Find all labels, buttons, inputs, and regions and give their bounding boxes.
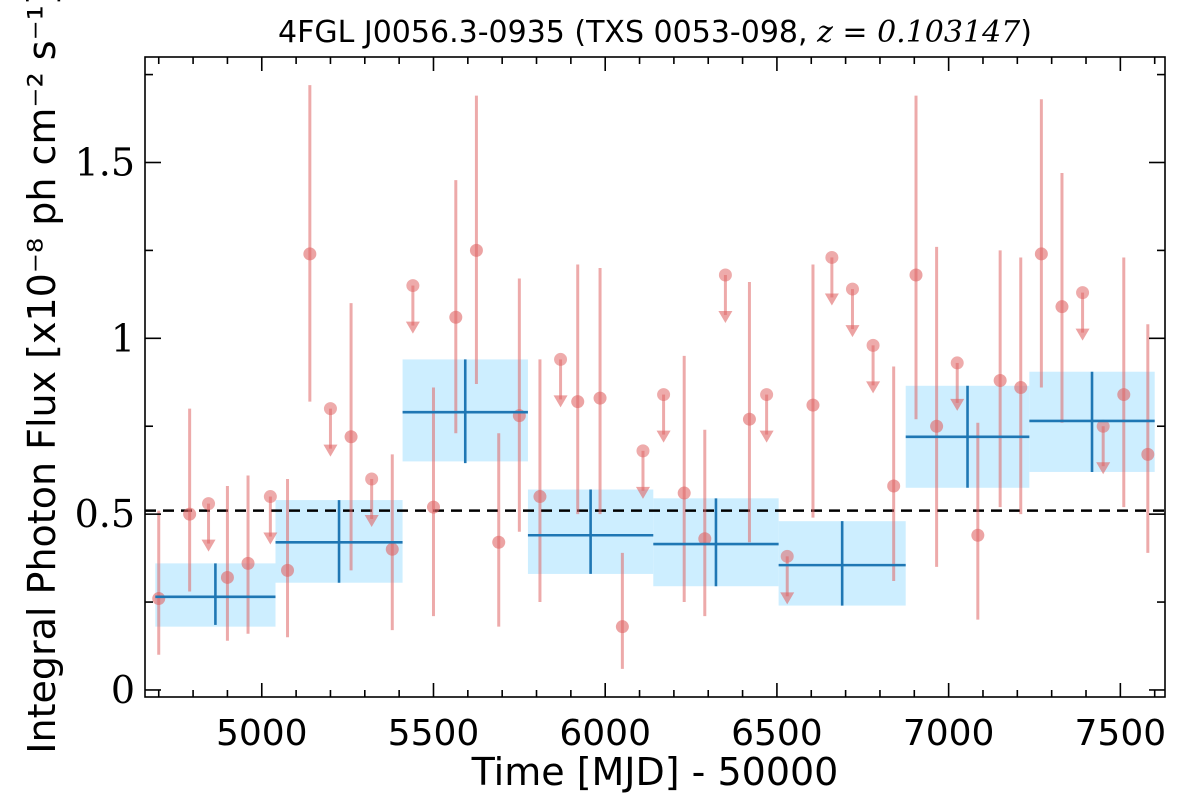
- flux-point: [1117, 388, 1131, 402]
- upper-limit-point: [950, 356, 964, 370]
- upper-limit-arrow: [718, 311, 733, 324]
- upper-limit-point: [365, 472, 379, 486]
- upper-limit-arrow: [759, 430, 774, 443]
- flux-point: [887, 479, 901, 493]
- flux-point: [677, 486, 691, 500]
- plot-frame: [144, 56, 1166, 698]
- x-axis-ticks: 5000 5500 6000 6500 7000 7500: [157, 57, 1167, 754]
- flux-point: [385, 542, 399, 556]
- upper-limit-point: [554, 352, 568, 366]
- x-tick-label: 7500: [1075, 713, 1167, 754]
- flux-point: [993, 374, 1007, 388]
- y-tick-label: 0.5: [75, 492, 135, 536]
- y-tick-label: 1: [111, 316, 135, 360]
- x-tick-label: 7000: [903, 713, 995, 754]
- flux-point: [344, 430, 358, 444]
- flux-point: [971, 528, 985, 542]
- upper-limit-arrow: [553, 395, 568, 408]
- upper-limit-arrow: [323, 444, 338, 457]
- upper-limit-point: [866, 338, 880, 352]
- flux-point: [281, 563, 295, 577]
- upper-limit-point: [1096, 419, 1110, 433]
- upper-limit-arrow: [405, 321, 420, 334]
- x-tick-label: 5000: [216, 713, 308, 754]
- upper-limit-point: [202, 497, 216, 511]
- upper-limit-arrow: [656, 430, 671, 443]
- upper-limits: [201, 250, 1111, 605]
- flux-point: [241, 556, 255, 570]
- upper-limit-arrow: [1096, 462, 1111, 475]
- flux-points: [152, 85, 1155, 669]
- flux-point: [303, 247, 317, 261]
- binned-flux-bands: [155, 359, 1155, 627]
- upper-limit-arrow: [845, 325, 860, 338]
- flux-point: [1055, 300, 1069, 314]
- flux-point: [469, 243, 483, 257]
- flux-point: [492, 535, 506, 549]
- flux-point: [533, 490, 547, 504]
- flux-point: [698, 532, 712, 546]
- flux-point: [615, 620, 629, 634]
- plot-area: [145, 85, 1165, 669]
- upper-limit-arrow: [263, 532, 278, 545]
- x-tick-label: 6000: [559, 713, 651, 754]
- upper-limit-arrow: [635, 486, 650, 499]
- upper-limit-point: [825, 250, 839, 264]
- y-axis-ticks: 0 0.5 1 1.5: [75, 73, 1165, 712]
- flux-point: [806, 398, 820, 412]
- flux-point: [1014, 381, 1028, 395]
- upper-limit-arrow: [950, 398, 965, 411]
- flux-point: [571, 395, 585, 409]
- upper-limit-point: [760, 388, 774, 402]
- x-axis-label: Time [MJD] - 50000: [471, 750, 839, 794]
- upper-limit-point: [1076, 286, 1090, 300]
- upper-limit-point: [718, 268, 732, 282]
- upper-limit-point: [406, 279, 420, 293]
- y-tick-label: 1.5: [75, 140, 135, 184]
- flux-point: [449, 310, 463, 324]
- flux-point: [1034, 247, 1048, 261]
- y-axis-label: Integral Photon Flux [x10⁻⁸ ph cm⁻² s⁻¹]: [20, 0, 64, 754]
- chart-title: 4FGL J0056.3-0935 (TXS 0053-098, z = 0.1…: [278, 15, 1032, 50]
- flux-point: [220, 570, 234, 584]
- flux-point: [742, 412, 756, 426]
- upper-limit-arrow: [824, 293, 839, 306]
- upper-limit-point: [845, 282, 859, 296]
- upper-limit-arrow: [780, 592, 795, 605]
- x-tick-label: 5500: [388, 713, 480, 754]
- flux-point: [930, 419, 944, 433]
- x-tick-label: 6500: [731, 713, 823, 754]
- upper-limit-arrow: [364, 514, 379, 527]
- flux-point: [593, 391, 607, 405]
- upper-limit-point: [636, 444, 650, 458]
- upper-limit-point: [780, 549, 794, 563]
- flux-point: [183, 507, 197, 521]
- upper-limit-point: [263, 490, 277, 504]
- flux-point: [1141, 447, 1155, 461]
- flux-point: [152, 592, 166, 606]
- binned-flux-crosses: [155, 359, 1155, 625]
- upper-limit-point: [323, 402, 337, 416]
- upper-limit-arrow: [1075, 328, 1090, 341]
- y-tick-label: 0: [111, 668, 135, 712]
- upper-limit-arrow: [866, 381, 881, 394]
- flux-point: [909, 268, 923, 282]
- flux-point: [426, 500, 440, 514]
- upper-limit-arrow: [201, 539, 216, 552]
- upper-limit-point: [657, 388, 671, 402]
